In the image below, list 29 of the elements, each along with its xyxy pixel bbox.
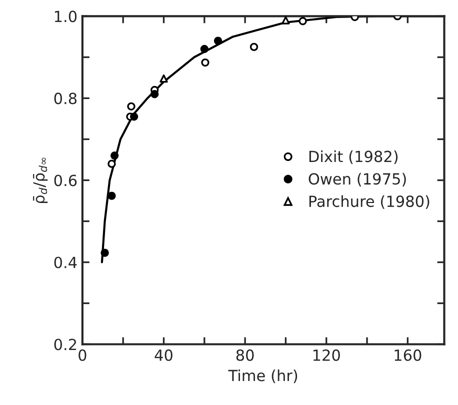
- point: [108, 160, 116, 168]
- x-tick-label: 40: [154, 349, 172, 361]
- point: [108, 192, 116, 200]
- x-tick-label: 160: [394, 349, 422, 361]
- x-tick-label: 80: [236, 349, 254, 361]
- legend-label: Dixit (1982): [309, 150, 398, 164]
- point: [160, 74, 168, 83]
- point: [110, 152, 119, 160]
- point: [130, 112, 138, 121]
- point: [201, 58, 210, 67]
- y-tick-label: 0.4: [54, 256, 77, 268]
- legend-label: Parchure (1980): [309, 195, 430, 209]
- legend-label: Owen (1975): [308, 172, 406, 186]
- x-tick-label: 0: [78, 349, 86, 361]
- x-tick-label: 120: [313, 349, 340, 361]
- point: [214, 36, 222, 45]
- point: [150, 90, 159, 98]
- y-tick-label: 1.0: [54, 10, 77, 22]
- point: [282, 16, 290, 24]
- point: [127, 102, 136, 111]
- y-axis-title: ρ̄$_{d}$/ρ̄$_{d∞}$: [33, 158, 48, 203]
- point: [250, 42, 258, 52]
- point: [100, 248, 109, 257]
- y-tick-label: 0.2: [54, 338, 76, 350]
- y-tick-label: 0.6: [54, 174, 77, 186]
- y-tick-label: 0.8: [54, 92, 77, 104]
- x-axis-title: Time (hr): [228, 369, 298, 384]
- point: [298, 17, 307, 26]
- point: [200, 44, 208, 54]
